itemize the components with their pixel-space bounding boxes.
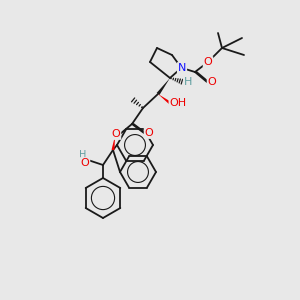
Polygon shape xyxy=(112,136,115,150)
Text: N: N xyxy=(178,63,186,73)
Text: H: H xyxy=(184,77,192,87)
Text: O: O xyxy=(112,129,120,139)
Polygon shape xyxy=(158,94,171,104)
Text: O: O xyxy=(208,77,216,87)
Text: OH: OH xyxy=(169,98,187,108)
Text: H: H xyxy=(79,150,87,160)
Text: O: O xyxy=(81,158,89,168)
Text: O: O xyxy=(204,57,212,67)
Polygon shape xyxy=(157,78,170,95)
Text: O: O xyxy=(145,128,153,138)
